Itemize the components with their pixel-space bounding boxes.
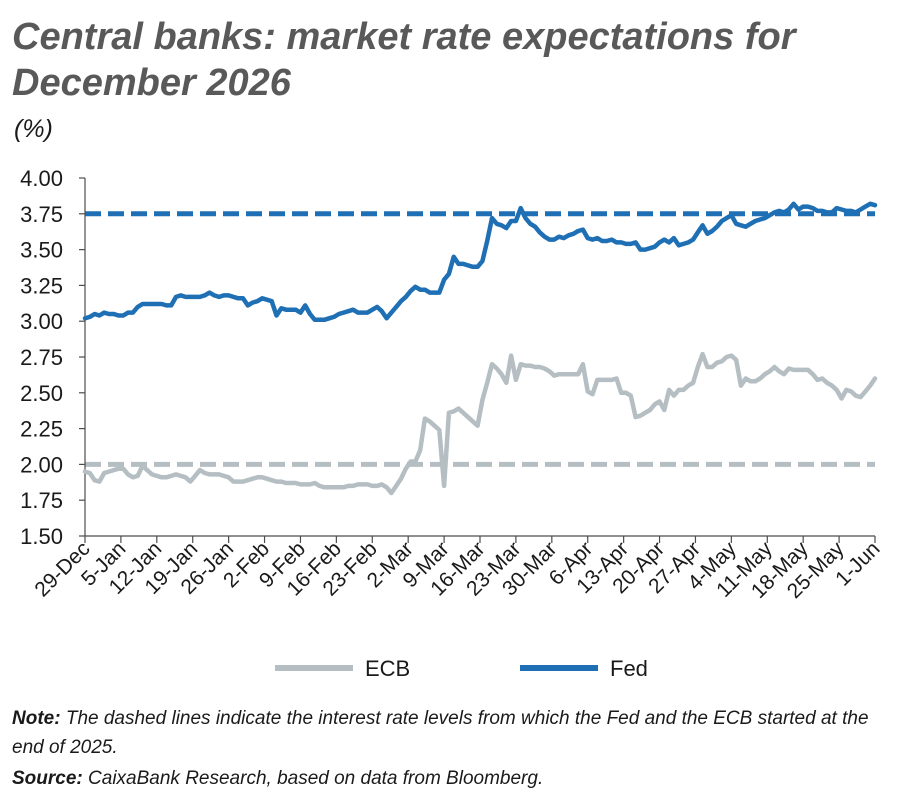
y-unit-label: (%) — [14, 115, 53, 143]
y-tick-label: 3.50 — [20, 238, 63, 263]
y-tick-label: 3.00 — [20, 309, 63, 334]
legend: ECB Fed — [275, 656, 648, 681]
series-lines — [82, 201, 878, 496]
note-label: Note: — [12, 708, 61, 729]
series-line-ecb — [82, 351, 878, 496]
legend-label-fed: Fed — [610, 656, 648, 681]
y-tick-label: 3.25 — [20, 273, 63, 298]
source-label: Source: — [12, 768, 83, 789]
source-text: CaixaBank Research, based on data from B… — [82, 768, 544, 789]
reference-lines — [85, 211, 875, 467]
series-line-fed — [82, 201, 878, 323]
y-tick-label: 4.00 — [20, 166, 63, 191]
y-tick-label: 2.75 — [20, 345, 63, 370]
axes: 4.00 3.75 3.50 3.25 3.00 2.75 2.50 2.25 2.00 1.75… — [20, 166, 884, 603]
y-tick-label: 1.50 — [20, 524, 63, 549]
y-tick-label: 2.00 — [20, 452, 63, 477]
chart-note: Note: The dashed lines indicate the inte… — [12, 704, 888, 762]
y-tick-label: 1.75 — [20, 488, 63, 513]
y-tick-label: 2.50 — [20, 381, 63, 406]
line-chart: 4.00 3.75 3.50 3.25 3.00 2.75 2.50 2.25 2.00 1.75… — [20, 166, 884, 681]
chart-title: Central banks: market rate expectations … — [12, 16, 796, 104]
chart-source: Source: CaixaBank Research, based on dat… — [12, 764, 888, 793]
legend-label-ecb: ECB — [365, 656, 410, 681]
y-tick-label: 3.75 — [20, 202, 63, 227]
y-tick-label: 2.25 — [20, 417, 63, 442]
note-text: The dashed lines indicate the interest r… — [12, 708, 869, 758]
